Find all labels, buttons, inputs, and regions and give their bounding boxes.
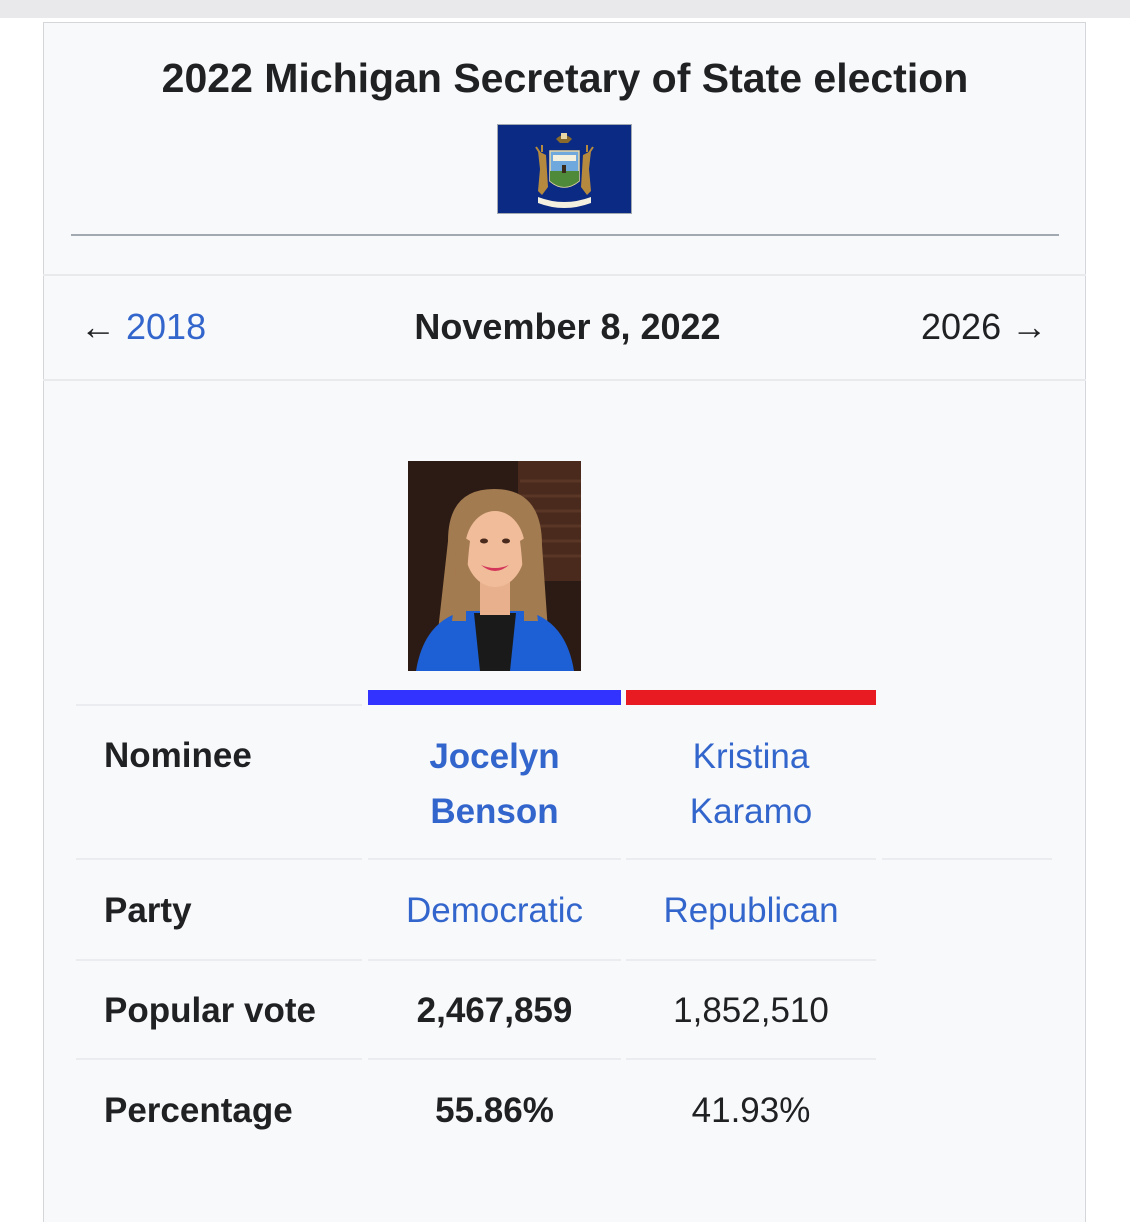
popular-vote-label: Popular vote bbox=[104, 991, 316, 1030]
popular-vote-benson: 2,467,859 bbox=[416, 991, 573, 1030]
party-republican-link[interactable]: Republican bbox=[663, 891, 839, 930]
row-separator bbox=[76, 858, 362, 860]
michigan-flag-icon[interactable] bbox=[497, 124, 632, 214]
candidate-photo-benson[interactable] bbox=[408, 461, 581, 671]
election-date: November 8, 2022 bbox=[414, 306, 721, 347]
nominee-benson[interactable]: Jocelyn Benson bbox=[368, 729, 621, 839]
previous-election-link[interactable]: 2018 bbox=[126, 306, 207, 347]
percentage-benson: 55.86% bbox=[435, 1091, 554, 1130]
nominee-first-name: Kristina bbox=[692, 737, 810, 776]
next-election-nav: 2026 → bbox=[921, 300, 1047, 354]
arrow-left-icon: ← bbox=[80, 306, 116, 347]
previous-election-nav: ← 2018 bbox=[80, 300, 206, 354]
row-separator bbox=[626, 959, 876, 961]
percentage-label: Percentage bbox=[104, 1091, 293, 1130]
nominee-last-name: Benson bbox=[430, 792, 559, 831]
top-bar bbox=[0, 0, 1130, 18]
arrow-right-icon: → bbox=[1011, 306, 1048, 347]
party-label: Party bbox=[104, 891, 192, 930]
row-separator bbox=[76, 704, 362, 706]
portrait-graphic bbox=[408, 461, 581, 671]
section-divider bbox=[43, 379, 1086, 381]
percentage-karamo: 41.93% bbox=[691, 1091, 811, 1130]
popular-vote-karamo: 1,852,510 bbox=[673, 991, 829, 1030]
row-separator bbox=[76, 959, 362, 961]
row-separator bbox=[76, 1058, 362, 1060]
democratic-color-bar bbox=[368, 690, 621, 705]
row-separator bbox=[368, 1058, 621, 1060]
row-separator bbox=[368, 858, 621, 860]
row-separator bbox=[882, 858, 1052, 860]
row-separator bbox=[626, 1058, 876, 1060]
nominee-last-name: Karamo bbox=[689, 792, 813, 831]
section-divider bbox=[43, 274, 1086, 276]
next-election-link[interactable]: 2026 bbox=[921, 306, 1002, 347]
party-democratic-link[interactable]: Democratic bbox=[406, 891, 583, 930]
nominee-karamo[interactable]: Kristina Karamo bbox=[626, 729, 876, 839]
row-separator bbox=[368, 959, 621, 961]
flag-seal-graphic bbox=[498, 125, 631, 213]
nominee-label: Nominee bbox=[104, 736, 252, 775]
infobox-title: 2022 Michigan Secretary of State electio… bbox=[161, 55, 969, 101]
title-divider bbox=[71, 234, 1059, 236]
row-separator bbox=[626, 858, 876, 860]
republican-color-bar bbox=[626, 690, 876, 705]
nominee-first-name: Jocelyn bbox=[429, 737, 560, 776]
